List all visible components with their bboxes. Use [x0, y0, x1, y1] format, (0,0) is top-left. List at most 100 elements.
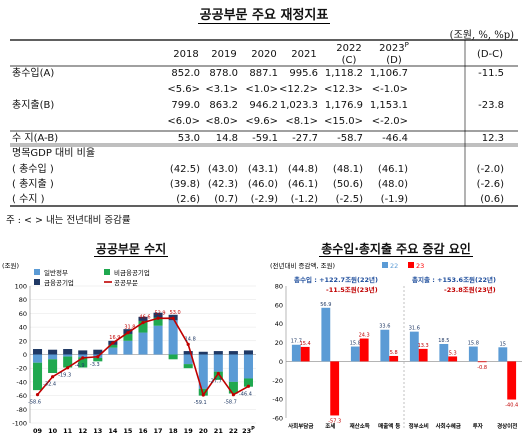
table-cell: 887.1: [249, 68, 278, 79]
y-tick-label: -40: [272, 396, 283, 404]
x-tick-label: 매출액 등: [378, 422, 400, 430]
bar-일반정부: [213, 354, 223, 372]
data-label: 24.3: [359, 333, 370, 339]
y-tick-label: 20: [19, 337, 27, 345]
x-tick-label: 11: [63, 427, 73, 435]
table-cell: <6.0>: [167, 116, 200, 127]
line-point: [246, 384, 251, 388]
data-label: -27.7: [209, 378, 222, 384]
data-label: 53.0: [170, 310, 181, 316]
bar-일반정부: [108, 347, 118, 355]
bar-23: [389, 355, 399, 362]
bar-23: [477, 361, 487, 363]
page-title: 공공부문 주요 재정지표: [197, 8, 331, 24]
bar-일반정부: [138, 332, 148, 355]
data-label: -19.3: [58, 373, 71, 379]
table-column-header: (D-C): [477, 49, 503, 60]
bar-금융공기업: [48, 349, 58, 355]
y-tick-label: -60: [16, 392, 27, 400]
bar-비금융공기업: [48, 359, 58, 373]
table-cell: -58.7: [337, 133, 363, 144]
table-column-header: 2019: [211, 49, 236, 60]
table-cell: 12.3: [482, 133, 504, 144]
table-cell: (-2.0): [477, 164, 504, 175]
x-tick-label: 조세: [325, 422, 335, 430]
x-tick-label: 경상이전: [497, 422, 517, 430]
table-column-header: 2021: [291, 49, 316, 60]
bar-일반정부: [63, 354, 73, 357]
x-tick-label: 09: [33, 427, 43, 435]
line-point: [66, 366, 70, 370]
table-cell: 799.0: [171, 100, 200, 111]
table-cell: -59.1: [252, 133, 278, 144]
table-cell: <8.0>: [205, 116, 238, 127]
line-point: [231, 393, 235, 397]
y-axis-label: (전년대비 증감액, 조원): [270, 261, 335, 270]
data-label: 15.4: [300, 341, 311, 347]
bar-비금융공기업: [168, 354, 178, 360]
y-tick-label: 80: [19, 296, 27, 304]
bar-일반정부: [78, 354, 88, 358]
table-cell: (-2.5): [336, 194, 363, 205]
table-row-label: 총수입(A): [12, 66, 54, 79]
table-cell: <3.1>: [205, 84, 238, 95]
y-tick-label: -40: [16, 378, 27, 386]
line-point: [111, 341, 115, 345]
table-cell: 14.8: [216, 133, 238, 144]
table-cell: 53.0: [178, 133, 200, 144]
table-cell: (0.7): [214, 194, 238, 205]
bar-금융공기업: [213, 351, 223, 355]
y-tick-label: 60: [275, 301, 283, 309]
table-column-header: 2020: [251, 49, 276, 60]
bar-23: [300, 346, 310, 362]
table-column-header: 2022: [336, 43, 361, 54]
table-cell: -27.7: [292, 133, 318, 144]
bar-23: [330, 361, 340, 416]
bar-일반정부: [123, 340, 133, 355]
table-note: 주 : < > 내는 전년대비 증감률: [6, 215, 131, 226]
x-tick-label: 17: [154, 427, 163, 435]
data-label: -0.8: [477, 365, 487, 371]
table-column-header: 2018: [173, 49, 198, 60]
bar-일반정부: [228, 354, 238, 382]
y-tick-label: -60: [272, 415, 283, 423]
data-label: 33.6: [379, 324, 390, 330]
table-cell: <-2.0>: [372, 116, 408, 127]
x-tick-label: 23P: [242, 426, 255, 435]
table-cell: (46.0): [248, 179, 278, 190]
table-cell: -23.8: [478, 100, 504, 111]
bar-금융공기업: [78, 350, 88, 355]
data-label: 5.8: [390, 350, 398, 356]
bar-비금융공기업: [93, 357, 103, 362]
x-tick-label: 정부소비: [409, 422, 429, 430]
bar-금융공기업: [153, 312, 163, 318]
table-cell: (48.1): [333, 164, 363, 175]
table-row-label: ( 총지출 ): [12, 178, 54, 190]
table-cell: <9.6>: [245, 116, 278, 127]
bar-22: [439, 343, 449, 362]
legend-label: 공공부문: [114, 279, 138, 287]
legend-swatch-23: [408, 262, 414, 268]
bar-금융공기업: [243, 350, 253, 355]
x-tick-label: 22: [229, 427, 238, 435]
line-point: [156, 316, 160, 320]
table-cell: -46.4: [382, 133, 408, 144]
y-tick-label: 80: [275, 283, 283, 291]
line-point: [201, 393, 205, 397]
y-tick-label: 0: [23, 351, 27, 359]
x-tick-label: 21: [214, 427, 224, 435]
bar-금융공기업: [228, 351, 238, 355]
line-point: [141, 320, 145, 325]
column-superscript: P: [405, 41, 409, 49]
table-row-label: ( 수지 ): [12, 193, 45, 205]
bar-금융공기업: [138, 316, 148, 321]
data-label: -32.4: [43, 382, 56, 388]
bar-22: [468, 346, 478, 362]
table-cell: 995.6: [289, 68, 318, 79]
table-cell: <-1.0>: [372, 84, 408, 95]
data-label: -3.3: [90, 362, 100, 368]
y-axis-label: (조원): [2, 261, 19, 270]
bar-23: [418, 348, 428, 362]
data-label: -58.7: [224, 400, 237, 406]
table-cell: 1,153.1: [370, 100, 408, 111]
